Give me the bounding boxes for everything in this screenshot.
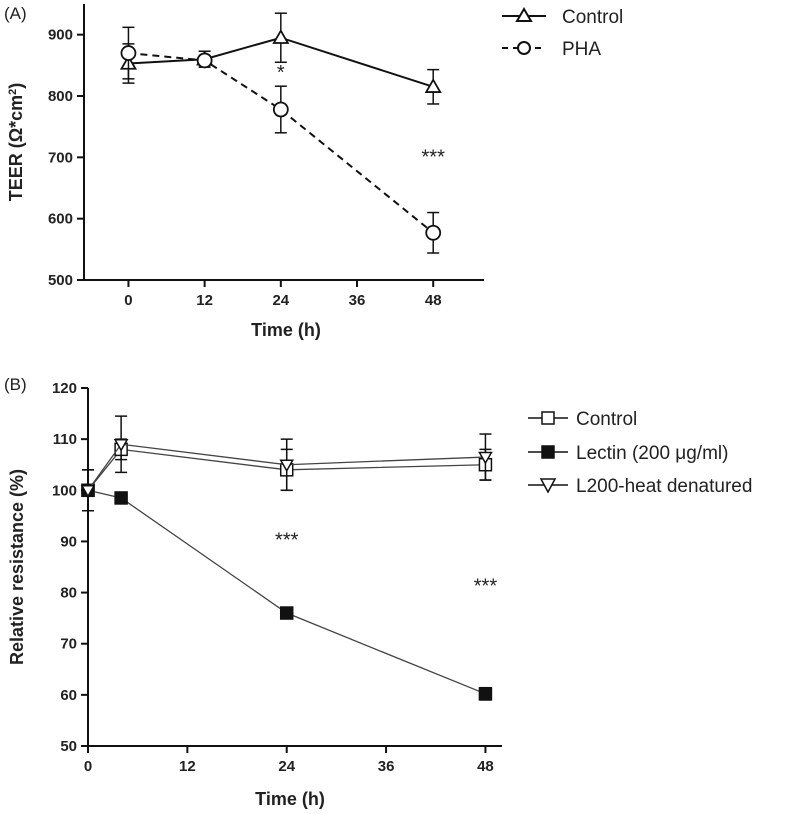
- square-filled-icon: [541, 445, 555, 459]
- data-point: [196, 52, 213, 69]
- y-tick-label: 70: [60, 636, 77, 653]
- legend-item-control: Control: [528, 409, 637, 430]
- data-point: [424, 77, 442, 93]
- panel-a-x-ticks: 0 12 24 36 48: [124, 280, 442, 309]
- y-tick-label: 700: [48, 149, 73, 166]
- x-tick-label: 48: [477, 758, 494, 775]
- legend-item-l200: L200-heat denatured: [528, 476, 752, 497]
- series-line: [128, 36, 434, 88]
- panel-b-legend: Control Lectin (200 μg/ml) L200-heat den…: [528, 409, 752, 497]
- legend-label-l200: L200-heat denatured: [576, 476, 752, 497]
- panel-b-x-axis-title: Time (h): [255, 789, 325, 809]
- legend-item-pha: PHA: [502, 39, 601, 60]
- data-point: [272, 28, 290, 44]
- data-point: [114, 491, 128, 505]
- panel-b-y-axis-title: Relative resistance (%): [7, 469, 27, 665]
- data-point: [113, 439, 129, 452]
- significance-marker: ***: [422, 146, 446, 168]
- triangle-open-icon: [515, 7, 533, 22]
- x-tick-label: 0: [84, 758, 92, 775]
- data-point: [425, 224, 442, 241]
- panel-b: (B) 50 60 70 80 90 100 110 120 0 12 24 36 48 Time (…: [4, 375, 752, 809]
- panel-a: (A) 500 600 700 800 900 0 12 24 36 48 Time (h) T…: [4, 4, 623, 340]
- x-tick-label: 48: [425, 292, 442, 309]
- data-point: [478, 687, 493, 701]
- series-lectin-200-g-ml: [81, 469, 493, 701]
- legend-label-control: Control: [562, 7, 623, 28]
- series-line: [87, 443, 486, 491]
- data-point: [120, 45, 137, 61]
- panel-a-legend: Control PHA: [502, 7, 623, 60]
- panel-a-y-ticks: 500 600 700 800 900: [48, 27, 84, 289]
- panel-b-y-ticks: 50 60 70 80 90 100 110 120: [52, 380, 88, 755]
- significance-marker: ***: [474, 576, 498, 598]
- legend-label-lectin: Lectin (200 μg/ml): [576, 443, 728, 464]
- panel-a-annotations: ****: [277, 62, 445, 169]
- significance-marker: ***: [275, 530, 299, 552]
- x-tick-label: 12: [196, 292, 213, 309]
- y-tick-label: 600: [48, 211, 73, 228]
- panel-b-annotations: *** ***: [275, 530, 497, 598]
- data-point: [80, 485, 96, 498]
- panel-a-label: (A): [4, 4, 27, 23]
- series-line: [128, 52, 434, 234]
- x-tick-label: 36: [349, 292, 366, 309]
- data-point: [279, 459, 295, 473]
- significance-marker: *: [277, 62, 285, 84]
- panel-b-plot-area: [80, 415, 493, 701]
- series-line: [87, 448, 486, 491]
- y-tick-label: 120: [52, 380, 77, 397]
- legend-item-lectin: Lectin (200 μg/ml): [528, 443, 728, 464]
- panel-b-x-ticks: 0 12 24 36 48: [84, 746, 494, 775]
- panel-a-plot-area: [119, 12, 442, 254]
- y-tick-label: 50: [60, 738, 77, 755]
- y-tick-label: 100: [52, 482, 77, 499]
- y-tick-label: 80: [60, 585, 77, 602]
- series-line: [87, 489, 486, 695]
- series-pha: [120, 26, 442, 254]
- y-tick-label: 60: [60, 687, 77, 704]
- y-tick-label: 900: [48, 27, 73, 44]
- data-point: [279, 606, 294, 620]
- x-tick-label: 24: [272, 292, 289, 309]
- x-tick-label: 36: [378, 758, 395, 775]
- legend-label-pha: PHA: [562, 39, 601, 60]
- legend-label-control: Control: [576, 409, 637, 430]
- series-l200-heat-denatured: [80, 415, 493, 512]
- x-tick-label: 0: [124, 292, 132, 309]
- circle-open-icon: [517, 41, 531, 55]
- data-point: [272, 101, 289, 118]
- x-tick-label: 24: [278, 758, 295, 775]
- x-tick-label: 12: [179, 758, 196, 775]
- panel-b-label: (B): [4, 375, 27, 394]
- data-point: [478, 451, 493, 465]
- panel-a-y-axis-title: TEER (Ω*cm2): [6, 83, 26, 202]
- y-tick-label: 800: [48, 88, 73, 105]
- triangle-down-open-icon: [539, 478, 557, 494]
- y-tick-label: 90: [60, 533, 77, 550]
- legend-item-control: Control: [502, 7, 623, 28]
- y-tick-label: 500: [48, 272, 73, 289]
- panel-a-x-axis-title: Time (h): [251, 320, 321, 340]
- y-tick-label: 110: [53, 431, 77, 448]
- square-open-icon: [541, 411, 555, 425]
